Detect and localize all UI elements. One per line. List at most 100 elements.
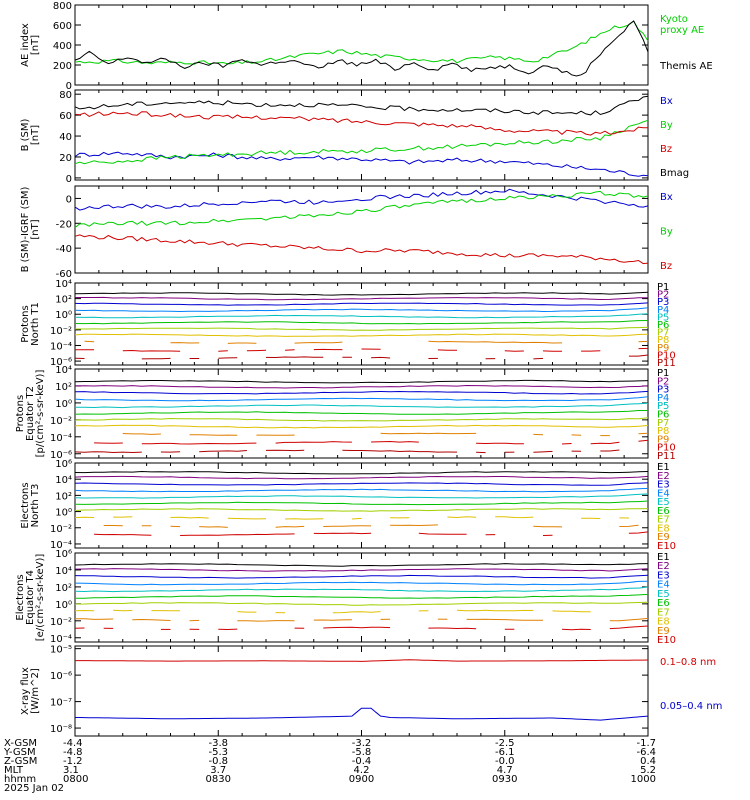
channel-line	[75, 593, 649, 599]
channel-legend-label: E10	[657, 635, 676, 646]
ephemeris-row-label: X-GSM	[4, 738, 37, 749]
channel-line	[380, 432, 477, 435]
ephemeris-value: -5.3	[208, 747, 228, 758]
legend-label: By	[660, 120, 673, 131]
channel-legend-label: E8	[657, 523, 670, 534]
ephemeris-value: -3.8	[208, 738, 228, 749]
channel-line	[466, 618, 543, 621]
channel-line	[638, 439, 649, 442]
legend-label: proxy AE	[660, 25, 704, 36]
ephemeris-value: 0830	[206, 774, 231, 785]
legend-label: Themis AE	[659, 61, 713, 72]
channel-line	[199, 450, 247, 453]
channel-line	[638, 432, 649, 435]
y-tick-label: 10⁻²	[50, 524, 72, 535]
channel-legend-label: P9	[657, 434, 669, 445]
y-tick-label: -40	[56, 244, 72, 255]
legend-label: Bx	[660, 192, 673, 203]
channel-legend-label: E8	[657, 617, 670, 628]
series-line	[74, 111, 648, 136]
ephemeris-value: 4.2	[354, 765, 370, 776]
series-line	[74, 190, 649, 228]
series-line	[74, 95, 649, 116]
y-tick-label: 10²	[55, 583, 72, 594]
y-axis-label: North T1	[30, 302, 41, 346]
y-tick-label: 10⁴	[55, 475, 72, 486]
y-tick-label: 10⁻⁶	[50, 450, 72, 461]
y-tick-label: 10⁴	[55, 279, 72, 290]
y-axis-label: [W/m^2]	[30, 668, 41, 714]
channel-line	[371, 440, 419, 443]
channel-line	[600, 449, 620, 452]
channel-line	[74, 333, 649, 337]
channel-legend-label: E6	[657, 598, 670, 609]
ephemeris-row-label: Z-GSM	[4, 756, 37, 767]
y-tick-label: 0	[66, 174, 72, 185]
ephemeris-value: -4.4	[63, 738, 83, 749]
channel-line	[628, 354, 649, 357]
legend-label: 0.05–0.4 nm	[660, 701, 722, 712]
channel-line	[74, 417, 649, 422]
channel-line	[533, 450, 553, 453]
legend-label: Bz	[660, 261, 672, 272]
channel-line	[74, 568, 649, 572]
y-tick-label: 10⁴	[55, 365, 72, 376]
channel-line	[533, 525, 563, 528]
channel-legend-label: P10	[657, 350, 676, 361]
channel-line	[237, 620, 295, 622]
channel-legend-label: E4	[657, 488, 670, 499]
channel-line	[552, 610, 591, 613]
channel-line	[418, 532, 467, 535]
channel-legend-label: E9	[657, 626, 670, 637]
channel-line	[74, 379, 649, 384]
y-axis-label: Equator T4	[25, 570, 36, 625]
channel-line	[495, 516, 534, 519]
channel-line	[371, 356, 391, 359]
legend-label: By	[660, 227, 673, 238]
channel-line	[561, 443, 572, 445]
y-tick-label: 10²	[55, 295, 72, 306]
channel-line	[619, 524, 639, 527]
channel-line	[180, 533, 295, 536]
channel-line	[74, 574, 649, 579]
series-line	[74, 151, 649, 177]
channel-line	[342, 449, 458, 453]
channel-legend-label: P10	[657, 443, 676, 454]
channel-line	[74, 482, 649, 486]
channel-line	[122, 433, 161, 435]
channel-line	[332, 611, 381, 614]
ephemeris-value: -4.8	[63, 747, 83, 758]
channel-legend-label: P4	[657, 305, 669, 316]
channel-legend-label: E1	[657, 552, 670, 563]
channel-legend-label: P9	[657, 343, 669, 354]
channel-line	[122, 349, 181, 352]
channel-line	[74, 580, 649, 586]
ephemeris-value: -3.2	[352, 738, 372, 749]
ephemeris-value: -6.4	[636, 747, 656, 758]
y-tick-label: -60	[56, 269, 72, 280]
channel-line	[170, 516, 209, 519]
y-tick-label: 40	[59, 132, 72, 143]
channel-line	[74, 390, 649, 395]
y-tick-label: 600	[53, 21, 72, 32]
y-tick-label: 10⁴	[55, 566, 72, 577]
channel-line	[74, 320, 649, 325]
y-tick-label: 10⁶	[55, 459, 72, 470]
channel-legend-label: P4	[657, 393, 669, 404]
channel-legend-label: E6	[657, 506, 670, 517]
panel-frame	[74, 462, 649, 549]
channel-line	[323, 626, 391, 629]
channel-line	[628, 531, 649, 534]
series-line	[74, 20, 649, 65]
channel-line	[609, 625, 649, 630]
y-tick-label: 10²	[55, 491, 72, 502]
channel-legend-label: P7	[657, 418, 669, 429]
y-tick-label: 60	[59, 111, 72, 122]
channel-line	[609, 617, 649, 622]
channel-line	[132, 618, 171, 621]
channel-legend-label: E5	[657, 497, 670, 508]
channel-line	[74, 410, 648, 415]
channel-legend-label: P5	[657, 401, 669, 412]
ephemeris-row-label: hhmm	[4, 774, 36, 785]
channel-legend-label: E1	[657, 462, 670, 473]
